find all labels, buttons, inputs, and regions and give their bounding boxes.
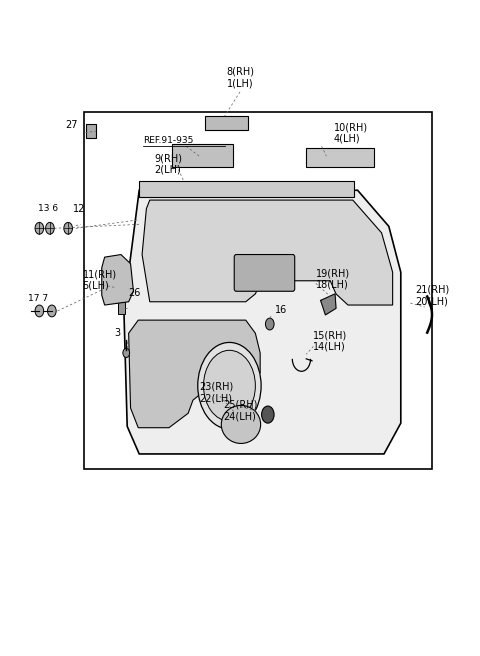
FancyBboxPatch shape <box>205 116 248 130</box>
Polygon shape <box>102 255 133 305</box>
Text: 15(RH)
14(LH): 15(RH) 14(LH) <box>313 331 347 352</box>
Text: 8(RH)
1(LH): 8(RH) 1(LH) <box>226 67 254 88</box>
Text: 26: 26 <box>129 288 141 298</box>
Polygon shape <box>124 190 401 454</box>
FancyBboxPatch shape <box>86 124 96 138</box>
Text: 9(RH)
2(LH): 9(RH) 2(LH) <box>155 154 182 174</box>
FancyBboxPatch shape <box>139 181 354 197</box>
Text: 23(RH)
22(LH): 23(RH) 22(LH) <box>199 382 233 403</box>
Text: 17 7: 17 7 <box>28 294 48 303</box>
Text: 16: 16 <box>275 304 287 315</box>
Text: 12: 12 <box>73 203 85 214</box>
Ellipse shape <box>221 405 261 443</box>
Circle shape <box>64 222 72 234</box>
Circle shape <box>204 350 255 421</box>
FancyBboxPatch shape <box>306 148 374 167</box>
Text: 10(RH)
4(LH): 10(RH) 4(LH) <box>334 123 368 144</box>
Polygon shape <box>142 200 393 305</box>
Circle shape <box>123 348 130 358</box>
Text: 11(RH)
5(LH): 11(RH) 5(LH) <box>83 270 117 291</box>
Circle shape <box>35 222 44 234</box>
Polygon shape <box>321 294 336 315</box>
FancyBboxPatch shape <box>84 112 432 469</box>
Circle shape <box>198 342 261 429</box>
Text: REF.91-935: REF.91-935 <box>143 136 193 145</box>
Circle shape <box>46 222 54 234</box>
Text: 13 6: 13 6 <box>38 204 59 213</box>
FancyBboxPatch shape <box>118 302 125 314</box>
Ellipse shape <box>262 406 274 423</box>
Circle shape <box>48 305 56 317</box>
FancyBboxPatch shape <box>172 144 233 167</box>
Text: 25(RH)
24(LH): 25(RH) 24(LH) <box>223 400 258 421</box>
Polygon shape <box>129 320 260 428</box>
Text: 21(RH)
20(LH): 21(RH) 20(LH) <box>415 285 449 306</box>
Text: 19(RH)
18(LH): 19(RH) 18(LH) <box>316 268 350 289</box>
Text: 3: 3 <box>114 328 120 338</box>
Circle shape <box>35 305 44 317</box>
FancyBboxPatch shape <box>234 255 295 291</box>
Text: 27: 27 <box>65 119 78 130</box>
Circle shape <box>265 318 274 330</box>
